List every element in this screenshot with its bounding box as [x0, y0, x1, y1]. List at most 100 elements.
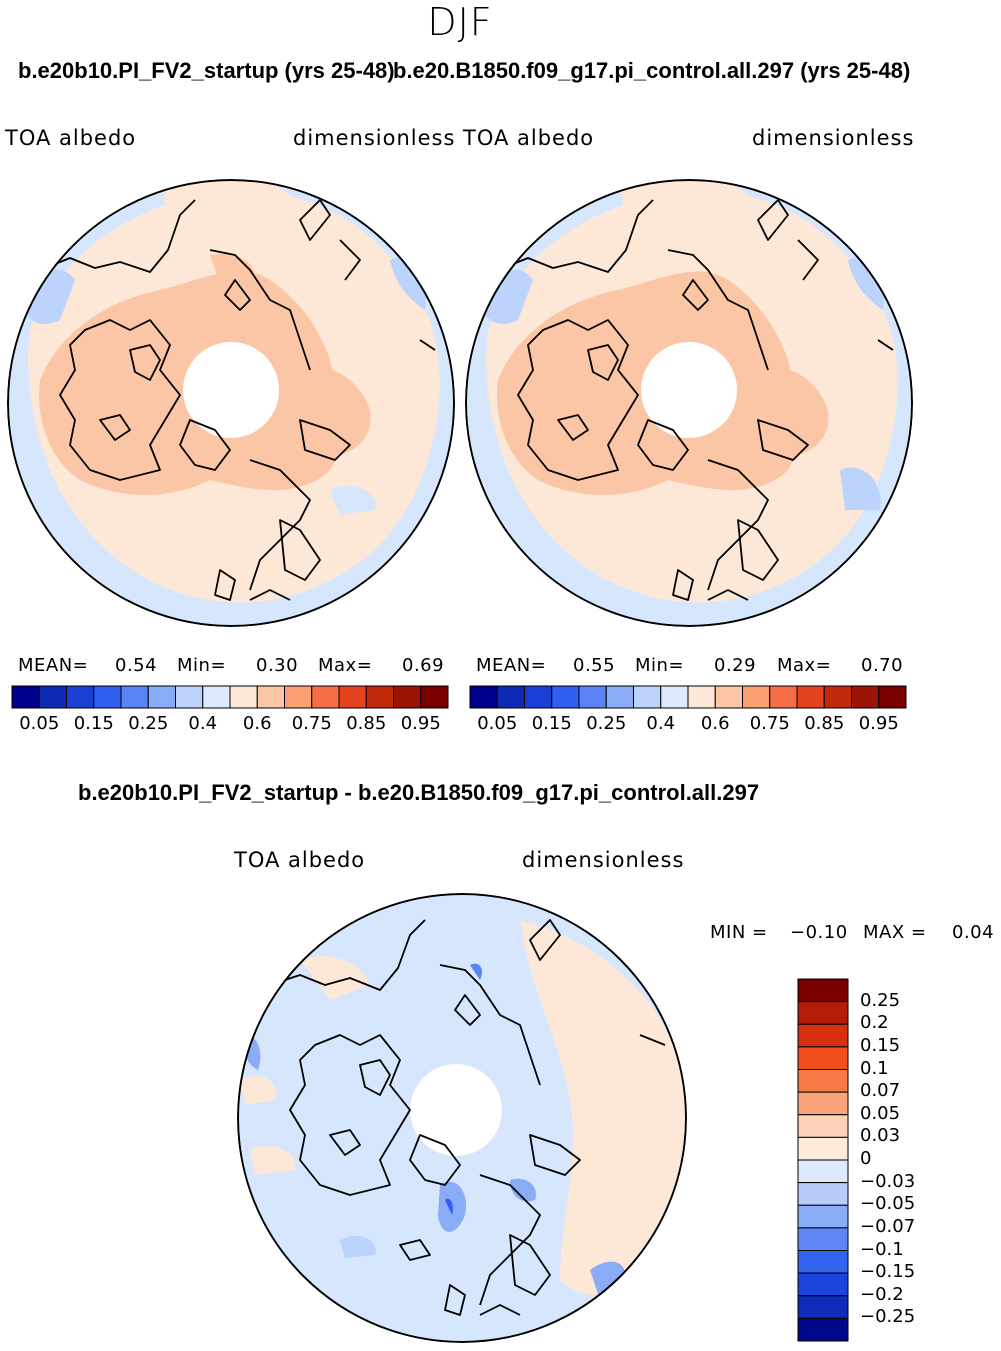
colorbar-tick-label: 0.95	[400, 713, 441, 734]
colorbar-tick-label: 0.85	[804, 713, 845, 734]
colorbar-tick-label: −0.1	[860, 1238, 904, 1260]
difference-colorbar	[797, 978, 849, 1342]
colorbar-swatch	[797, 1023, 849, 1048]
right-mean-value: 0.55	[573, 655, 616, 676]
colorbar-tick-label: 0.05	[477, 713, 518, 734]
difference-min-label: MIN =	[710, 922, 768, 943]
colorbar-tick-label: 0	[860, 1148, 872, 1169]
right-colorbar	[469, 685, 907, 709]
difference-min-value: −0.10	[790, 922, 848, 943]
colorbar-swatch	[797, 1295, 849, 1319]
difference-units-label: dimensionless	[522, 848, 685, 872]
colorbar-swatch	[797, 1136, 849, 1161]
colorbar-swatch	[338, 685, 367, 709]
colorbar-swatch	[797, 1069, 849, 1093]
left-min-value: 0.30	[256, 655, 299, 676]
colorbar-swatch	[229, 685, 258, 709]
colorbar-tick-label: 0.25	[128, 713, 169, 734]
colorbar-swatch	[797, 978, 849, 1003]
colorbar-swatch	[797, 1091, 849, 1116]
right-mean-label: MEAN=	[476, 655, 547, 676]
colorbar-swatch	[469, 685, 498, 709]
colorbar-swatch	[660, 685, 689, 709]
colorbar-tick-label: 0.15	[531, 713, 572, 734]
left-max-label: Max=	[318, 655, 373, 676]
colorbar-swatch	[93, 685, 122, 709]
colorbar-tick-label: 0.07	[860, 1080, 901, 1102]
colorbar-swatch	[797, 1317, 849, 1342]
colorbar-tick-label: 0.85	[346, 713, 387, 734]
colorbar-swatch	[420, 685, 449, 709]
colorbar-swatch	[797, 1182, 849, 1206]
right-variable-label: TOA albedo	[463, 126, 595, 150]
difference-polar-map	[237, 893, 687, 1343]
colorbar-swatch	[823, 685, 852, 709]
colorbar-tick-label: 0.05	[860, 1102, 901, 1124]
colorbar-tick-label: 0.25	[860, 989, 901, 1011]
colorbar-swatch	[797, 1159, 849, 1184]
colorbar-tick-label: 0.6	[242, 713, 272, 734]
colorbar-tick-label: 0.1	[860, 1057, 889, 1079]
right-case-title: b.e20.B1850.f09_g17.pi_control.all.297 (…	[393, 58, 911, 83]
left-polar-map	[7, 179, 455, 627]
difference-variable-label: TOA albedo	[234, 848, 366, 872]
right-max-value: 0.70	[861, 655, 904, 676]
colorbar-swatch	[365, 685, 394, 709]
right-min-label: Min=	[635, 655, 685, 676]
colorbar-tick-label: 0.2	[860, 1012, 889, 1034]
right-units-label: dimensionless	[752, 126, 915, 150]
season-title: DJF	[427, 0, 493, 44]
left-min-label: Min=	[177, 655, 227, 676]
colorbar-swatch	[633, 685, 662, 709]
left-colorbar	[11, 685, 449, 709]
colorbar-swatch	[256, 685, 285, 709]
colorbar-tick-label: −0.03	[860, 1170, 916, 1192]
difference-title: b.e20b10.PI_FV2_startup - b.e20.B1850.f0…	[78, 780, 760, 805]
colorbar-tick-label: 0.05	[19, 713, 60, 734]
colorbar-swatch	[797, 1114, 849, 1138]
colorbar-swatch	[687, 685, 716, 709]
left-max-value: 0.69	[402, 655, 445, 676]
colorbar-swatch	[175, 685, 204, 709]
colorbar-swatch	[551, 685, 580, 709]
colorbar-tick-label: 0.15	[860, 1034, 901, 1056]
colorbar-swatch	[147, 685, 176, 709]
difference-max-value: 0.04	[952, 922, 995, 943]
colorbar-swatch	[496, 685, 525, 709]
colorbar-swatch	[120, 685, 149, 709]
colorbar-swatch	[769, 685, 798, 709]
left-case-title: b.e20b10.PI_FV2_startup (yrs 25-48)	[18, 58, 395, 83]
colorbar-tick-label: 0.4	[188, 713, 218, 734]
right-polar-map	[465, 179, 913, 627]
colorbar-swatch	[311, 685, 340, 709]
colorbar-tick-label: 0.75	[291, 713, 332, 734]
colorbar-tick-label: 0.03	[860, 1125, 901, 1147]
colorbar-swatch	[797, 1046, 849, 1070]
colorbar-tick-label: 0.4	[646, 713, 676, 734]
colorbar-swatch	[284, 685, 313, 709]
colorbar-tick-label: −0.25	[860, 1306, 916, 1328]
colorbar-swatch	[797, 1272, 849, 1297]
colorbar-tick-label: −0.05	[860, 1193, 916, 1215]
colorbar-swatch	[605, 685, 634, 709]
colorbar-tick-label: 0.95	[858, 713, 899, 734]
colorbar-swatch	[742, 685, 771, 709]
left-mean-value: 0.54	[115, 655, 158, 676]
left-variable-label: TOA albedo	[5, 126, 137, 150]
colorbar-swatch	[797, 1227, 849, 1251]
colorbar-tick-label: 0.6	[700, 713, 730, 734]
colorbar-tick-label: 0.75	[749, 713, 790, 734]
colorbar-tick-label: 0.25	[586, 713, 627, 734]
difference-max-label: MAX =	[863, 922, 927, 943]
colorbar-swatch	[393, 685, 422, 709]
colorbar-swatch	[38, 685, 67, 709]
colorbar-swatch	[578, 685, 607, 709]
right-max-label: Max=	[777, 655, 832, 676]
colorbar-swatch	[797, 1204, 849, 1229]
colorbar-swatch	[66, 685, 95, 709]
right-min-value: 0.29	[714, 655, 757, 676]
left-units-label: dimensionless	[293, 126, 456, 150]
left-mean-label: MEAN=	[18, 655, 89, 676]
colorbar-swatch	[851, 685, 880, 709]
